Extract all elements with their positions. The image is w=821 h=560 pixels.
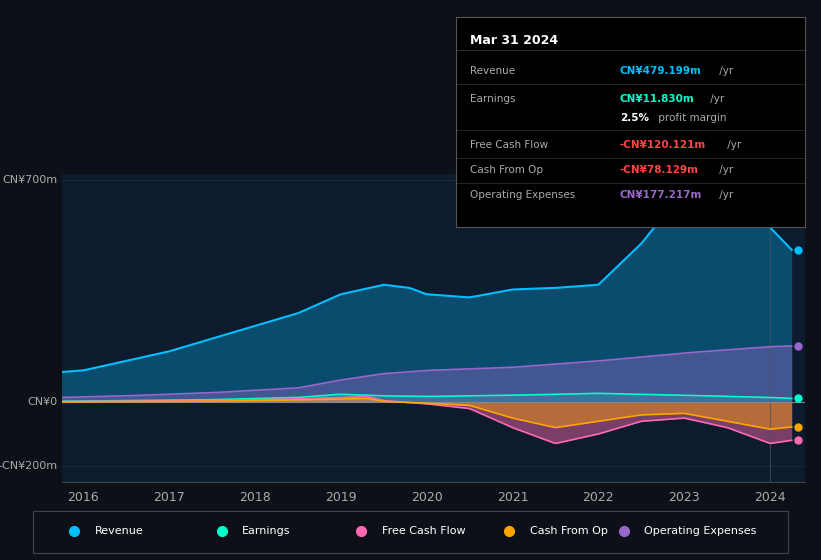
Text: Operating Expenses: Operating Expenses [470, 190, 575, 200]
Text: 2.5%: 2.5% [620, 113, 649, 123]
Text: Revenue: Revenue [94, 526, 143, 536]
Text: /yr: /yr [716, 67, 733, 76]
Text: /yr: /yr [707, 94, 724, 104]
Text: CN¥177.217m: CN¥177.217m [620, 190, 702, 200]
Text: Earnings: Earnings [470, 94, 515, 104]
Text: Cash From Op: Cash From Op [530, 526, 608, 536]
Text: Free Cash Flow: Free Cash Flow [470, 140, 548, 150]
Text: Earnings: Earnings [242, 526, 291, 536]
Text: Operating Expenses: Operating Expenses [644, 526, 757, 536]
Text: Free Cash Flow: Free Cash Flow [382, 526, 466, 536]
Text: Cash From Op: Cash From Op [470, 165, 543, 175]
Text: -CN¥120.121m: -CN¥120.121m [620, 140, 706, 150]
Text: /yr: /yr [716, 165, 733, 175]
Text: /yr: /yr [724, 140, 741, 150]
Text: -CN¥200m: -CN¥200m [0, 461, 57, 471]
Text: profit margin: profit margin [654, 113, 726, 123]
Text: CN¥479.199m: CN¥479.199m [620, 67, 701, 76]
Text: CN¥700m: CN¥700m [2, 175, 57, 185]
Text: /yr: /yr [716, 190, 733, 200]
Text: CN¥11.830m: CN¥11.830m [620, 94, 695, 104]
Text: -CN¥78.129m: -CN¥78.129m [620, 165, 699, 175]
Text: Mar 31 2024: Mar 31 2024 [470, 34, 557, 46]
Text: CN¥0: CN¥0 [28, 397, 57, 407]
Text: Revenue: Revenue [470, 67, 515, 76]
